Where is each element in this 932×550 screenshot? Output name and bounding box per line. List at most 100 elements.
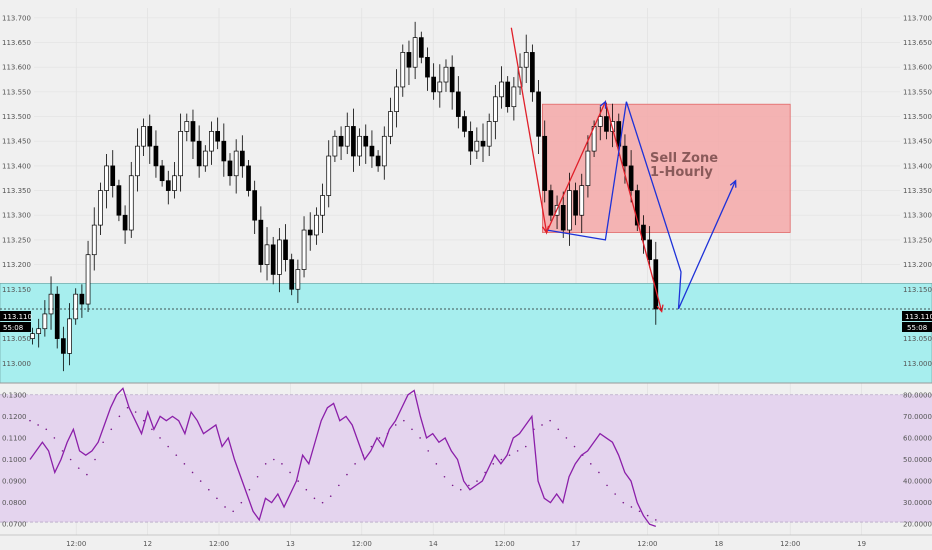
price-tick-label: 113.500 — [903, 113, 932, 121]
oscillator-dot — [297, 480, 300, 482]
oscillator-right-tick: 40.0000 — [903, 478, 932, 486]
candle-body — [338, 135, 344, 147]
candle-body — [178, 131, 183, 177]
oscillator-dot — [232, 510, 234, 513]
candle — [363, 124, 369, 164]
candle-body — [493, 96, 498, 122]
candle-body — [295, 269, 301, 290]
oscillator-dot — [240, 501, 243, 504]
price-tick-label: 113.200 — [2, 261, 31, 269]
candle-body — [221, 140, 227, 162]
candle — [511, 77, 517, 121]
candle-body — [418, 37, 424, 58]
candle-body — [209, 131, 214, 152]
oscillator-dot — [516, 450, 519, 452]
candle-body — [357, 135, 362, 157]
oscillator-dot — [508, 454, 511, 456]
price-tick-label: 113.650 — [903, 39, 932, 47]
candle-body — [215, 131, 221, 142]
candle — [252, 180, 258, 234]
oscillator-dot — [61, 450, 64, 452]
candle — [412, 21, 418, 80]
oscillator-dot — [500, 458, 503, 461]
candle — [178, 113, 183, 192]
time-tick-label: 12:00 — [209, 540, 229, 548]
oscillator-dot — [484, 471, 486, 474]
oscillator-dot — [589, 463, 592, 465]
candle-body — [548, 190, 554, 216]
candle — [455, 76, 461, 129]
candle — [98, 182, 103, 235]
candle-body — [616, 121, 622, 147]
candle-body — [597, 116, 603, 127]
candle-body — [128, 175, 134, 231]
candle — [425, 47, 430, 91]
candle — [406, 40, 412, 85]
oscillator-dot — [305, 488, 308, 491]
oscillator-dot — [224, 506, 226, 508]
candle-body — [252, 190, 258, 221]
current-price-left: 113.110 — [3, 313, 32, 321]
support-zone — [0, 283, 932, 384]
candle-body — [567, 190, 572, 231]
oscillator-dot — [655, 519, 657, 521]
oscillator-dot — [45, 428, 48, 431]
oscillator-dot — [443, 475, 446, 478]
oscillator-dot — [167, 445, 169, 448]
price-tick-label: 113.250 — [903, 236, 932, 244]
candle-body — [314, 214, 319, 236]
oscillator-dot — [411, 428, 413, 431]
candle — [289, 253, 295, 296]
candle — [474, 127, 480, 159]
candle — [221, 123, 227, 177]
candle — [381, 126, 387, 180]
price-tick-label: 113.000 — [2, 360, 31, 368]
candle — [647, 226, 652, 268]
oscillator-dot — [53, 437, 56, 439]
candle-body — [91, 224, 97, 256]
candle — [443, 59, 449, 92]
candle — [283, 224, 288, 272]
candle — [314, 207, 319, 245]
oscillator-dot — [199, 480, 202, 482]
arrowhead — [599, 100, 607, 109]
oscillator-dot — [394, 424, 397, 426]
oscillator-dot — [126, 406, 129, 409]
oscillator-dot — [565, 437, 568, 439]
candle-body — [258, 219, 264, 265]
oscillator-dot — [630, 506, 633, 508]
candle — [493, 84, 498, 140]
oscillator-left-tick: 0.0900 — [2, 478, 27, 486]
candle-body — [61, 338, 66, 354]
candle — [400, 44, 406, 97]
oscillator-dot — [638, 510, 641, 513]
candle — [153, 130, 159, 178]
oscillator-dot — [208, 488, 210, 491]
candle — [104, 154, 109, 209]
oscillator-dot — [419, 437, 421, 439]
oscillator-dot — [69, 458, 72, 461]
candle-body — [394, 86, 399, 112]
candle — [634, 184, 640, 232]
candle-body — [110, 165, 116, 186]
price-tick-label: 113.150 — [903, 286, 932, 294]
candle-body — [455, 91, 461, 117]
candle-body — [332, 135, 338, 157]
candle-body — [289, 259, 295, 290]
oscillator-band — [0, 394, 932, 523]
candle-body — [647, 239, 652, 260]
countdown-left: 55:08 — [3, 324, 23, 332]
candle-body — [73, 293, 79, 320]
oscillator-dot — [216, 497, 218, 500]
time-tick-label: 12:00 — [637, 540, 657, 548]
oscillator-line — [29, 387, 657, 527]
candle-body — [400, 52, 406, 88]
price-tick-label: 113.350 — [2, 187, 31, 195]
candle-body — [184, 121, 190, 132]
candle — [159, 159, 165, 187]
candle — [270, 236, 276, 285]
candle-body — [604, 116, 609, 132]
candle — [486, 113, 492, 157]
candle — [85, 240, 91, 312]
